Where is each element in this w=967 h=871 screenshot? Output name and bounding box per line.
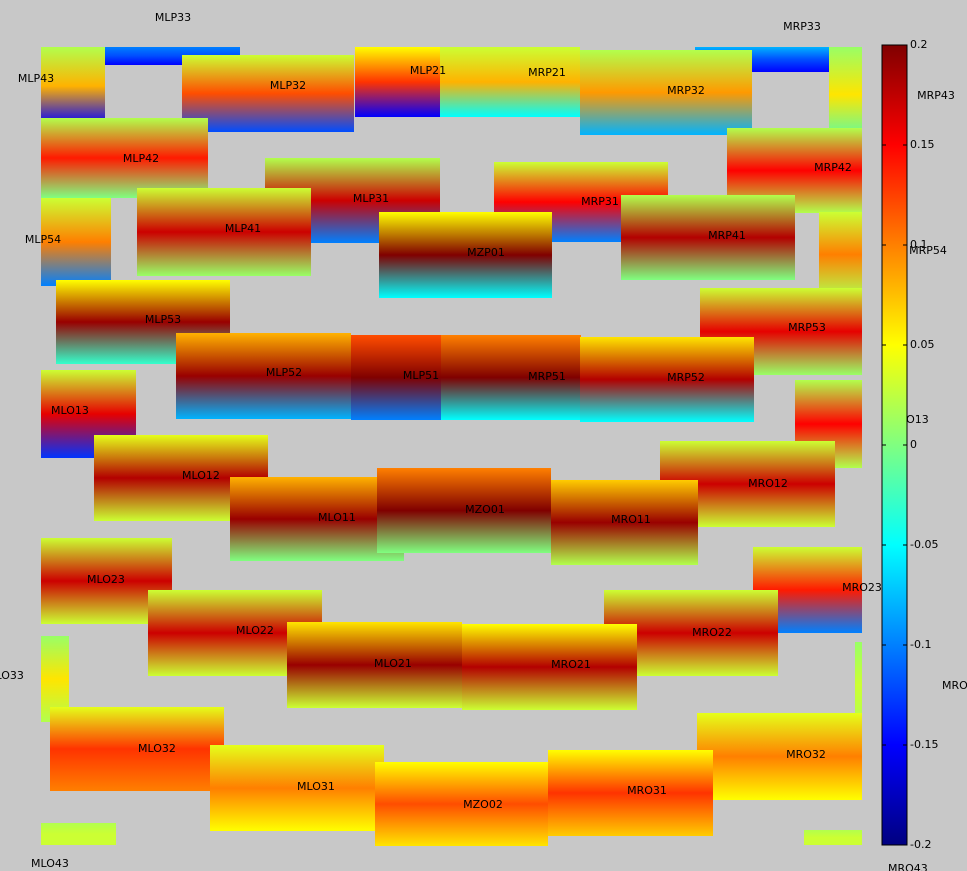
- sensor-patch: [855, 642, 862, 728]
- sensor-patch: [182, 55, 354, 132]
- colorbar-tick-label: -0.1: [910, 638, 931, 651]
- sensor-label: MRP43: [917, 89, 955, 102]
- sensor-label: MLP41: [225, 222, 261, 235]
- sensor-label: MRP54: [909, 244, 947, 257]
- sensor-label: MRP32: [667, 84, 705, 97]
- sensor-label: MRP33: [783, 20, 821, 33]
- sensor-label: MLP53: [145, 313, 181, 326]
- sensor-patch: [176, 333, 351, 419]
- sensor-label: MLP31: [353, 192, 389, 205]
- sensor-label: MZP01: [467, 246, 505, 259]
- sensor-label: MLO32: [138, 742, 176, 755]
- colorbar-tick-label: -0.05: [910, 538, 938, 551]
- sensor-patch: [137, 188, 311, 276]
- sensor-patch: [829, 47, 862, 142]
- sensor-label: MLP21: [410, 64, 446, 77]
- sensor-label: MLO31: [297, 780, 335, 793]
- sensor-patch: [819, 212, 862, 297]
- colorbar-tick-label: 0.15: [910, 138, 935, 151]
- sensor-patch: [287, 622, 462, 708]
- sensor-patch: [462, 624, 637, 710]
- sensor-patch: [551, 480, 698, 565]
- sensor-patch: [41, 118, 208, 198]
- sensor-label: MLO23: [87, 573, 125, 586]
- sensor-label: MRP21: [528, 66, 566, 79]
- sensor-patch: [441, 335, 581, 420]
- sensor-label: MLP33: [155, 11, 191, 24]
- colorbar-tick-label: 0.2: [910, 38, 928, 51]
- sensor-patch: [377, 468, 551, 553]
- sensor-label: MLP42: [123, 152, 159, 165]
- sensor-patch: [548, 750, 713, 836]
- sensor-patch: [355, 47, 440, 117]
- sensor-label: MLO22: [236, 624, 274, 637]
- sensor-label: MLO33: [0, 669, 24, 682]
- sensor-label: MLP54: [25, 233, 61, 246]
- sensor-label: MRO22: [692, 626, 732, 639]
- sensor-patch: [50, 707, 224, 791]
- sensor-label: MLO43: [31, 857, 69, 870]
- sensor-label: MRO11: [611, 513, 651, 526]
- sensor-label: MRO32: [786, 748, 826, 761]
- sensor-patch: [41, 47, 105, 125]
- sensor-label: MLP43: [18, 72, 54, 85]
- sensor-label: MRP41: [708, 229, 746, 242]
- sensor-label: MZO02: [463, 798, 503, 811]
- sensor-label: MRP53: [788, 321, 826, 334]
- colorbar-tick-label: 0.05: [910, 338, 935, 351]
- sensor-patch: [210, 745, 384, 831]
- sensor-patch: [580, 50, 752, 135]
- sensor-label: MLO21: [374, 657, 412, 670]
- sensor-label: MRO23: [842, 581, 882, 594]
- sensor-patch: [379, 212, 552, 298]
- sensor-patch: [440, 47, 580, 117]
- sensor-label: MZO01: [465, 503, 505, 516]
- sensor-patch: [230, 477, 404, 561]
- sensor-label: MRO12: [748, 477, 788, 490]
- sensor-patch: [697, 713, 862, 800]
- sensor-label: MLO13: [51, 404, 89, 417]
- sensor-label: MRP52: [667, 371, 705, 384]
- sensor-label: MRP42: [814, 161, 852, 174]
- sensor-label: MRO43: [888, 862, 928, 871]
- sensor-label: MLO11: [318, 511, 356, 524]
- sensor-label: MRO21: [551, 658, 591, 671]
- sensor-label: MLP51: [403, 369, 439, 382]
- colorbar-tick-label: 0.1: [910, 238, 928, 251]
- sensor-patch: [375, 762, 548, 846]
- sensor-label: MRO31: [627, 784, 667, 797]
- colorbar-tick-label: -0.15: [910, 738, 938, 751]
- sensor-patch: [351, 335, 441, 420]
- sensor-label: MRP31: [581, 195, 619, 208]
- sensor-patch: [41, 198, 111, 286]
- sensor-label: MLP32: [270, 79, 306, 92]
- sensor-label: MRP51: [528, 370, 566, 383]
- sensor-patch: [621, 195, 795, 280]
- sensor-patch: [580, 337, 754, 422]
- colorbar-tick-label: -0.2: [910, 838, 931, 851]
- sensor-patch: [804, 830, 862, 845]
- sensor-label: MLO12: [182, 469, 220, 482]
- sensor-label: MRO33: [942, 679, 967, 692]
- colorbar-tick-label: 0: [910, 438, 917, 451]
- sensor-patch: [41, 823, 116, 845]
- sensor-label: MLP52: [266, 366, 302, 379]
